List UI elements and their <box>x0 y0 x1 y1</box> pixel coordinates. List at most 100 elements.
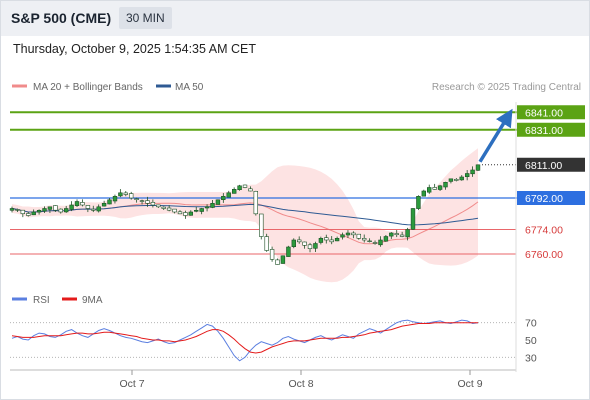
candle-body <box>183 212 188 216</box>
instrument-title: S&P 500 (CME) <box>11 10 112 26</box>
candle-body <box>134 198 139 201</box>
candle-body <box>53 205 58 211</box>
candle-body <box>329 239 334 243</box>
moving-averages <box>11 201 479 245</box>
candle-body <box>15 209 20 211</box>
level-6811-00-tag <box>517 157 585 172</box>
candle-body <box>69 204 74 210</box>
candle-body <box>194 210 199 212</box>
candle-body <box>318 238 324 243</box>
rsi-legend-label: RSI <box>33 295 50 306</box>
candle-body <box>47 206 53 210</box>
candle-body <box>389 232 394 237</box>
level-tags: 6841.00 6831.00 6811.00 6792.00 6774.00 6760.… <box>517 105 585 261</box>
candle-body <box>64 208 69 213</box>
candle-body <box>313 243 318 249</box>
candle-body <box>410 208 416 230</box>
projection-arrow <box>478 108 513 163</box>
x-axis: Oct 7 Oct 8 Oct 9 <box>119 370 483 390</box>
candle-body <box>20 209 25 214</box>
candle-body <box>85 205 91 209</box>
candle-body <box>269 249 275 260</box>
rsi-tick-30: 30 <box>525 352 537 364</box>
candle-body <box>280 255 286 264</box>
candle-body <box>464 173 470 178</box>
level-6831-00-tag <box>517 122 585 137</box>
rsi-line <box>11 319 479 362</box>
candle-body <box>405 229 410 238</box>
bollinger-bands <box>12 148 478 283</box>
candle-body <box>307 244 313 250</box>
candle-body <box>367 240 372 242</box>
candle-body <box>378 239 383 246</box>
candle-body <box>248 188 253 192</box>
candle-body <box>399 234 405 237</box>
candle-body <box>437 185 443 190</box>
candle-body <box>372 242 378 244</box>
rsi-tick-50: 50 <box>525 335 537 347</box>
header-bar <box>1 1 589 36</box>
candle-body <box>9 208 15 211</box>
candle-body <box>172 208 177 213</box>
candle-body <box>345 232 351 236</box>
candle-body <box>204 206 210 209</box>
level-6774-00-label: 6774.00 <box>525 225 563 237</box>
candle-body <box>264 236 269 251</box>
candle-body <box>459 176 464 181</box>
ma50-line <box>11 203 479 226</box>
candle-body <box>129 193 134 199</box>
candle-body <box>470 169 475 175</box>
level-6792-00-label: 6792.00 <box>525 193 563 205</box>
candle-body <box>210 203 215 208</box>
level-6831-00-label: 6831.00 <box>525 125 563 137</box>
candle-body <box>394 233 399 236</box>
timeframe-badge[interactable]: 30 MIN <box>119 7 172 29</box>
candle-body <box>215 199 221 205</box>
x-tick-label: Oct 7 <box>119 378 144 390</box>
projection <box>478 108 513 163</box>
candle-body <box>259 213 264 237</box>
candle-body <box>324 237 329 241</box>
rsi-panel: 70 50 30 <box>10 318 537 364</box>
candle-body <box>80 202 85 206</box>
candle-body <box>291 239 296 247</box>
candle-body <box>145 200 150 204</box>
candle-body <box>361 238 367 241</box>
candle-body <box>356 233 361 239</box>
candle-body <box>36 210 42 213</box>
candle-body <box>426 187 432 193</box>
candle-body <box>275 259 280 265</box>
candle-body <box>432 187 437 190</box>
candle-body <box>237 185 242 191</box>
candle-body <box>242 184 248 188</box>
x-tick-label: Oct 9 <box>457 378 482 390</box>
rsi-tick-70: 70 <box>525 318 537 330</box>
candle-body <box>421 190 426 197</box>
candle-body <box>118 192 123 197</box>
candle-body <box>74 201 80 206</box>
x-tick-label: Oct 8 <box>288 378 313 390</box>
level-6760-00-label: 6760.00 <box>525 249 563 261</box>
candle-body <box>96 206 101 212</box>
candle-body <box>112 196 118 202</box>
level-lines <box>10 111 584 255</box>
candles <box>9 164 481 265</box>
candle-body <box>199 208 204 212</box>
candle-body <box>150 202 156 206</box>
candle-body <box>340 234 345 238</box>
candle-body <box>42 208 47 212</box>
candle-body <box>443 182 448 188</box>
candle-body <box>139 200 145 202</box>
candle-body <box>91 208 96 211</box>
candle-body <box>296 239 302 243</box>
ma9-legend-label: 9MA <box>82 295 103 306</box>
candle-body <box>383 236 389 242</box>
candle-body <box>156 204 161 208</box>
candle-body <box>188 211 193 216</box>
ma50-legend-label: MA 50 <box>175 82 204 93</box>
candle-body <box>58 208 64 213</box>
candle-body <box>161 206 166 209</box>
candle-body <box>454 179 459 181</box>
candle-body <box>334 238 340 242</box>
